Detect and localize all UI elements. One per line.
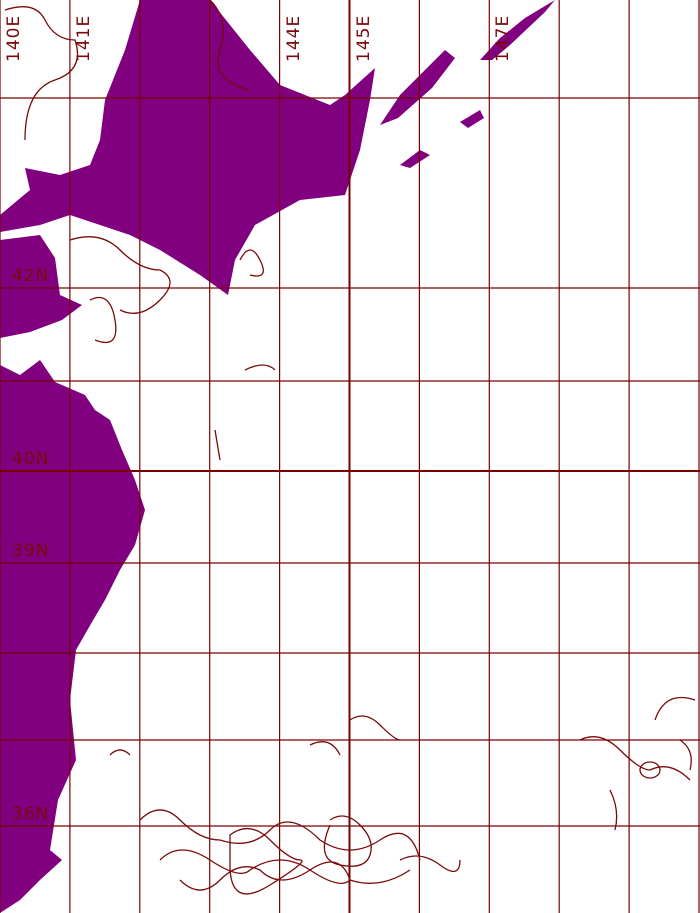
contour-line xyxy=(309,715,401,756)
contour-line xyxy=(4,6,79,141)
iturup-land xyxy=(480,0,555,60)
contour-line xyxy=(109,749,461,872)
longitude-label: 140E xyxy=(4,14,24,62)
contour-line xyxy=(69,236,171,314)
contour-line xyxy=(323,815,372,867)
contour-line xyxy=(579,736,691,781)
longitude-label: 141E xyxy=(73,14,94,62)
contour-line xyxy=(159,849,411,884)
latitude-label: 42N xyxy=(12,266,50,286)
latitude-label: 39N xyxy=(12,541,50,561)
longitude-label: 147E xyxy=(493,14,514,62)
contour-line xyxy=(139,809,421,861)
contour-line xyxy=(209,0,251,91)
contour-line xyxy=(179,861,351,891)
contour-line xyxy=(239,249,264,277)
honshu-land xyxy=(0,360,145,913)
latitude-label: 36N xyxy=(12,804,50,824)
hokkaido-land xyxy=(0,0,375,295)
contour-line xyxy=(229,828,303,895)
land-masses xyxy=(0,0,555,913)
longitude-label: 145E xyxy=(353,14,374,62)
latitude-label: 40N xyxy=(12,449,50,469)
shikotan-land xyxy=(460,110,484,128)
contour-line xyxy=(89,296,117,344)
habomai-land xyxy=(400,150,430,168)
longitude-label: 144E xyxy=(283,14,304,62)
kunashiri-land xyxy=(380,50,455,125)
contour-line xyxy=(609,761,661,831)
oshima-peninsula-land xyxy=(0,235,82,338)
contour-line xyxy=(654,696,696,771)
contour-lines xyxy=(4,0,696,895)
contour-line xyxy=(214,364,276,461)
